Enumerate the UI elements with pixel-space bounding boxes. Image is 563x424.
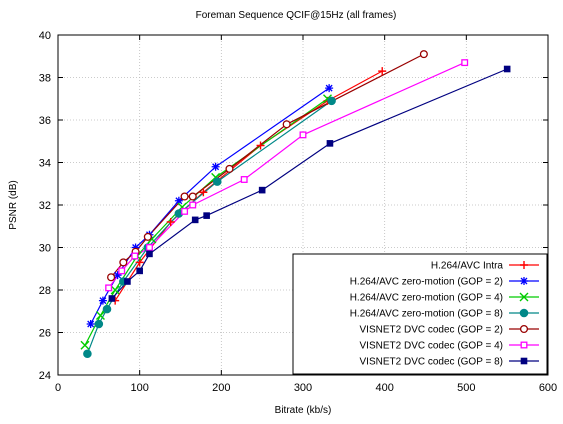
- x-tick-label: 200: [212, 382, 230, 394]
- data-point-series-7: [258, 186, 266, 194]
- legend-label: H.264/AVC zero-motion (GOP = 4): [350, 293, 503, 304]
- legend-marker: [520, 277, 528, 285]
- legend-marker: [520, 341, 528, 349]
- legend-marker: [520, 261, 528, 269]
- y-axis-title: PSNR (dB): [8, 180, 19, 229]
- y-tick-label: 24: [39, 370, 51, 382]
- y-tick-label: 34: [39, 158, 51, 170]
- data-point-series-6: [240, 176, 248, 183]
- y-tick-label: 26: [39, 328, 51, 340]
- data-point-series-7: [124, 278, 131, 285]
- data-point-series-7: [191, 216, 199, 224]
- y-tick-label: 38: [39, 73, 51, 85]
- x-tick-label: 0: [55, 382, 61, 394]
- legend-label: H.264/AVC Intra: [431, 261, 504, 272]
- data-point-series-5: [188, 192, 197, 201]
- data-point-series-1: [166, 218, 175, 226]
- y-tick-label: 36: [39, 115, 51, 127]
- data-point-series-7: [326, 140, 334, 147]
- legend-marker: [519, 324, 529, 334]
- legend-label: VISNET2 DVC codec (GOP = 4): [360, 341, 503, 352]
- data-point-series-4: [327, 96, 336, 106]
- y-tick-label: 30: [39, 243, 51, 255]
- y-tick-label: 40: [39, 30, 51, 42]
- data-point-series-2: [113, 271, 122, 280]
- data-point-series-1: [256, 141, 265, 150]
- legend-label: H.264/AVC zero-motion (GOP = 2): [350, 277, 503, 288]
- data-point-series-6: [189, 201, 197, 209]
- x-tick-label: 300: [294, 382, 312, 394]
- series-markers: [80, 50, 511, 359]
- legend-marker: [519, 308, 529, 318]
- legend-label: VISNET2 DVC codec (GOP = 8): [360, 357, 503, 368]
- data-point-series-6: [146, 244, 153, 251]
- legend-label: H.264/AVC zero-motion (GOP = 8): [350, 309, 503, 320]
- legend-marker: [519, 292, 529, 302]
- plot-frame: [57, 34, 549, 376]
- data-point-series-5: [282, 120, 291, 129]
- data-point-series-7: [146, 250, 153, 258]
- y-tick-label: 28: [39, 285, 51, 297]
- data-point-series-7: [108, 295, 116, 302]
- data-point-series-6: [131, 252, 139, 260]
- data-point-series-4: [83, 349, 92, 359]
- data-point-series-2: [174, 196, 183, 205]
- data-point-series-1: [135, 258, 144, 267]
- data-point-series-2: [325, 84, 334, 93]
- data-point-series-3: [110, 285, 120, 295]
- chart-title: Foreman Sequence QCIF@15Hz (all frames): [196, 10, 397, 21]
- data-point-series-3: [80, 340, 90, 350]
- data-point-series-1: [199, 188, 208, 197]
- data-point-series-6: [461, 59, 469, 67]
- data-point-series-7: [203, 212, 210, 219]
- legend-marker: [520, 357, 528, 365]
- x-tick-label: 100: [130, 382, 148, 394]
- x-tick-label: 600: [539, 382, 557, 394]
- data-point-series-6: [299, 131, 307, 139]
- data-point-series-4: [94, 319, 104, 329]
- data-point-series-5: [225, 164, 234, 173]
- data-point-series-2: [98, 296, 107, 305]
- legend: H.264/AVC Intra H.264/AVC zero-motion (GO…: [292, 253, 548, 375]
- x-axis-title: Bitrate (kb/s): [275, 405, 332, 416]
- data-point-series-6: [118, 267, 126, 275]
- data-point-series-5: [119, 258, 128, 267]
- data-point-series-6: [181, 207, 189, 215]
- data-point-series-2: [86, 320, 95, 328]
- data-point-series-4: [212, 177, 222, 186]
- x-tick-label: 500: [457, 382, 475, 394]
- data-point-series-5: [107, 273, 116, 282]
- data-point-series-1: [378, 67, 387, 76]
- data-point-series-4: [102, 304, 112, 314]
- data-point-series-3: [95, 311, 105, 320]
- data-point-series-2: [131, 243, 140, 252]
- legend-box: [292, 253, 548, 375]
- series-line-2: [90, 87, 330, 325]
- data-point-series-7: [503, 65, 511, 73]
- y-tick-label: 32: [39, 200, 51, 212]
- data-point-series-5: [143, 232, 152, 241]
- legend-label: VISNET2 DVC codec (GOP = 2): [360, 325, 503, 336]
- data-point-series-5: [180, 192, 189, 201]
- data-point-series-5: [419, 50, 428, 59]
- data-point-series-2: [211, 162, 220, 171]
- data-point-series-7: [136, 267, 143, 275]
- data-point-series-6: [105, 284, 113, 292]
- x-tick-label: 400: [375, 382, 393, 394]
